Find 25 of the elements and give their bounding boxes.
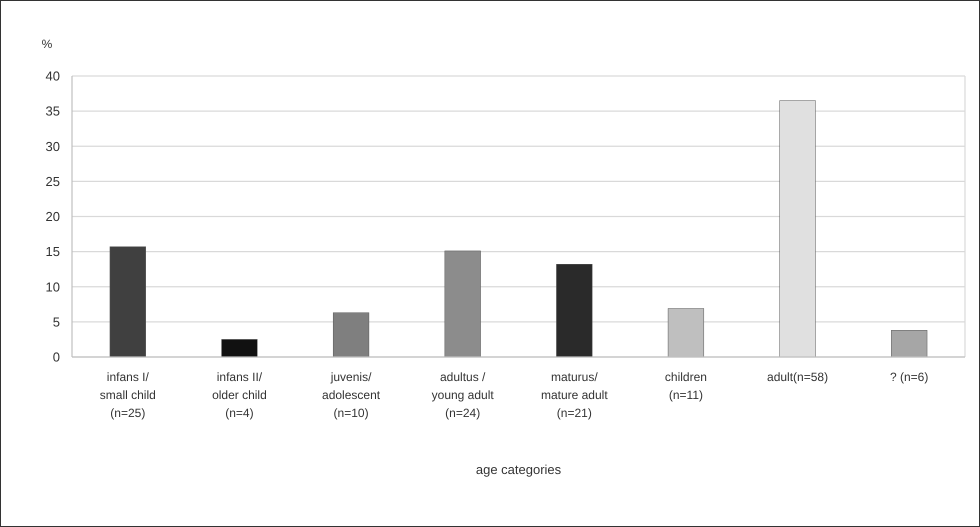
y-tick-label: 25 bbox=[46, 174, 60, 189]
y-tick-label: 20 bbox=[46, 209, 60, 224]
bar bbox=[332, 312, 370, 358]
y-tick-label: 35 bbox=[46, 104, 60, 119]
x-tick-label: infans I/ small child (n=25) bbox=[100, 370, 156, 420]
x-tick-label: children (n=11) bbox=[664, 370, 707, 402]
bar bbox=[221, 339, 258, 358]
x-tick-label: ? (n=6) bbox=[890, 370, 928, 384]
y-tick-label: 10 bbox=[46, 279, 60, 294]
x-tick-label: adultus / young adult (n=24) bbox=[432, 370, 494, 420]
y-tick-label: 5 bbox=[52, 314, 60, 330]
bar bbox=[110, 246, 146, 358]
bar bbox=[891, 330, 928, 358]
x-tick-label: maturus/ mature adult (n=21) bbox=[540, 370, 608, 420]
y-tick-label: 15 bbox=[46, 244, 60, 260]
y-tick-label: 40 bbox=[46, 68, 60, 84]
y-axis-title: % bbox=[42, 37, 53, 51]
x-tick-label: juvenis/ adolescent (n=10) bbox=[322, 370, 381, 420]
y-tick-label: 0 bbox=[52, 350, 60, 365]
bar bbox=[444, 250, 481, 358]
y-tick-label: 30 bbox=[46, 138, 60, 154]
x-axis-title: age categories bbox=[476, 462, 562, 477]
bar bbox=[556, 264, 592, 358]
x-tick-label: infans II/ older child (n=4) bbox=[212, 370, 267, 420]
x-tick-label: adult(n=58) bbox=[767, 370, 828, 384]
